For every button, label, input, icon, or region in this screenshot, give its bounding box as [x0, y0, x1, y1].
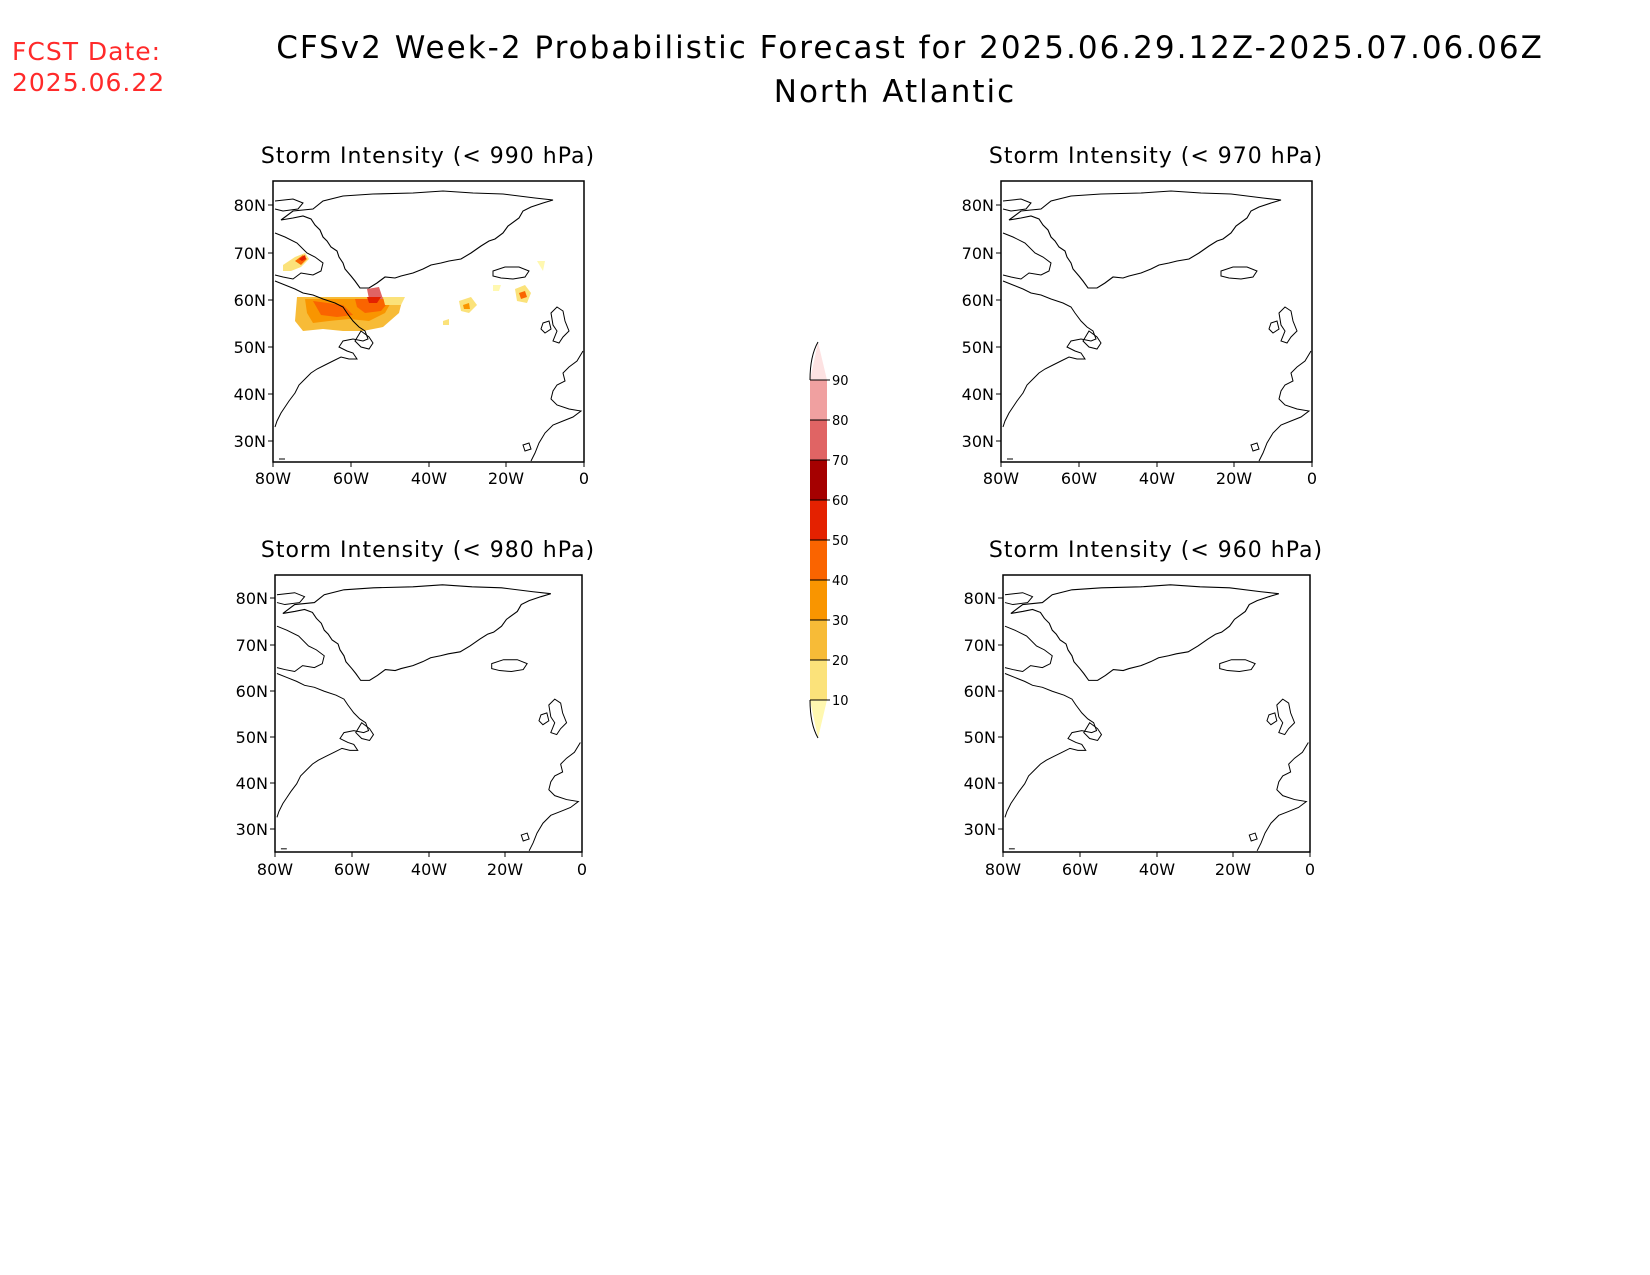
colorbar-box — [810, 500, 827, 540]
map-frame-970 — [1000, 180, 1313, 463]
colorbar-label: 30 — [832, 614, 849, 629]
lon-tick: 20W — [488, 469, 524, 488]
colorbar-label: 80 — [832, 414, 849, 429]
lon-tick: 80W — [983, 469, 1019, 488]
lat-tick: 70N — [962, 244, 994, 263]
colorbar-label: 20 — [832, 654, 849, 669]
lon-tick: 40W — [1139, 860, 1175, 879]
colorbar-extend-low — [810, 700, 827, 738]
lat-tick: 60N — [236, 682, 268, 701]
lat-tick: 40N — [236, 774, 268, 793]
lat-tick: 60N — [964, 682, 996, 701]
colorbar-extend-high — [810, 342, 827, 380]
axis-ticks-990: 80W 60W 40W 20W 0 80N 70N 60N 50N 40N 30… — [234, 196, 589, 488]
lat-tick: 40N — [964, 774, 996, 793]
colorbar-box — [810, 660, 827, 700]
colorbar-box — [810, 460, 827, 500]
lon-tick: 0 — [1305, 860, 1315, 879]
lat-tick: 60N — [234, 291, 266, 310]
lon-tick: 20W — [487, 860, 523, 879]
lat-tick: 30N — [234, 432, 266, 451]
lon-tick: 40W — [411, 860, 447, 879]
colorbar-box — [810, 580, 827, 620]
lon-tick: 60W — [334, 860, 370, 879]
lat-tick: 70N — [236, 636, 268, 655]
lat-tick: 50N — [234, 338, 266, 357]
map-frame-980 — [274, 574, 583, 853]
axis-ticks-960: 80W 60W 40W 20W 0 80N 70N 60N 50N 40N 30… — [964, 589, 1315, 879]
lat-tick: 60N — [962, 291, 994, 310]
lon-tick: 0 — [579, 469, 589, 488]
panel-970: Storm Intensity (< 970 hPa) 80W 60W 40W … — [962, 144, 1323, 488]
lon-tick: 0 — [577, 860, 587, 879]
lat-tick: 40N — [962, 385, 994, 404]
lon-tick: 40W — [1139, 469, 1175, 488]
lat-tick: 80N — [234, 196, 266, 215]
colorbar-box — [810, 540, 827, 580]
colorbar-label: 10 — [832, 694, 849, 709]
lon-tick: 0 — [1307, 469, 1317, 488]
lon-tick: 60W — [333, 469, 369, 488]
colorbar-label: 70 — [832, 454, 849, 469]
lat-tick: 30N — [964, 820, 996, 839]
lat-tick: 70N — [234, 244, 266, 263]
map-frame-960 — [1002, 574, 1311, 853]
panel-990: Storm Intensity (< 990 hPa) 80W 60W 40 — [234, 144, 595, 488]
lon-tick: 40W — [411, 469, 447, 488]
colorbar-label: 50 — [832, 534, 849, 549]
fcst-date-caption: FCST Date: — [12, 37, 162, 66]
figure-title: CFSv2 Week-2 Probabilistic Forecast for … — [276, 30, 1544, 66]
lat-tick: 50N — [964, 728, 996, 747]
probability-shading-990 — [283, 253, 545, 331]
colorbar: 10 20 30 40 50 60 70 80 90 — [809, 341, 849, 739]
lat-tick: 80N — [964, 589, 996, 608]
panel-title-980: Storm Intensity (< 980 hPa) — [261, 538, 595, 563]
lat-tick: 30N — [236, 820, 268, 839]
lat-tick: 80N — [236, 589, 268, 608]
panel-title-970: Storm Intensity (< 970 hPa) — [989, 144, 1323, 169]
panel-title-960: Storm Intensity (< 960 hPa) — [989, 538, 1323, 563]
lat-tick: 50N — [962, 338, 994, 357]
figure-subtitle: North Atlantic — [773, 74, 1017, 110]
lat-tick: 30N — [962, 432, 994, 451]
forecast-date-label: FCST Date: 2025.06.22 — [12, 36, 165, 98]
lat-tick: 80N — [962, 196, 994, 215]
lon-tick: 60W — [1062, 860, 1098, 879]
colorbar-label: 60 — [832, 494, 849, 509]
lon-tick: 80W — [255, 469, 291, 488]
lon-tick: 60W — [1061, 469, 1097, 488]
panel-980: Storm Intensity (< 980 hPa) 80W 60W 40W … — [236, 538, 595, 879]
colorbar-label: 40 — [832, 574, 849, 589]
lat-tick: 70N — [964, 636, 996, 655]
colorbar-box — [810, 420, 827, 460]
colorbar-label: 90 — [832, 374, 849, 389]
lon-tick: 20W — [1215, 860, 1251, 879]
axis-ticks-980: 80W 60W 40W 20W 0 80N 70N 60N 50N 40N 30… — [236, 589, 587, 879]
lat-tick: 40N — [234, 385, 266, 404]
lat-tick: 50N — [236, 728, 268, 747]
colorbar-box — [810, 620, 827, 660]
fcst-date-value: 2025.06.22 — [12, 68, 166, 97]
panel-960: Storm Intensity (< 960 hPa) 80W 60W 40W … — [964, 538, 1323, 879]
lon-tick: 80W — [985, 860, 1021, 879]
axis-ticks-970: 80W 60W 40W 20W 0 80N 70N 60N 50N 40N 30… — [962, 196, 1317, 488]
figure-title-block: CFSv2 Week-2 Probabilistic Forecast for … — [0, 30, 1650, 114]
colorbar-box — [810, 380, 827, 420]
lon-tick: 80W — [257, 860, 293, 879]
lon-tick: 20W — [1216, 469, 1252, 488]
panel-title-990: Storm Intensity (< 990 hPa) — [261, 144, 595, 169]
